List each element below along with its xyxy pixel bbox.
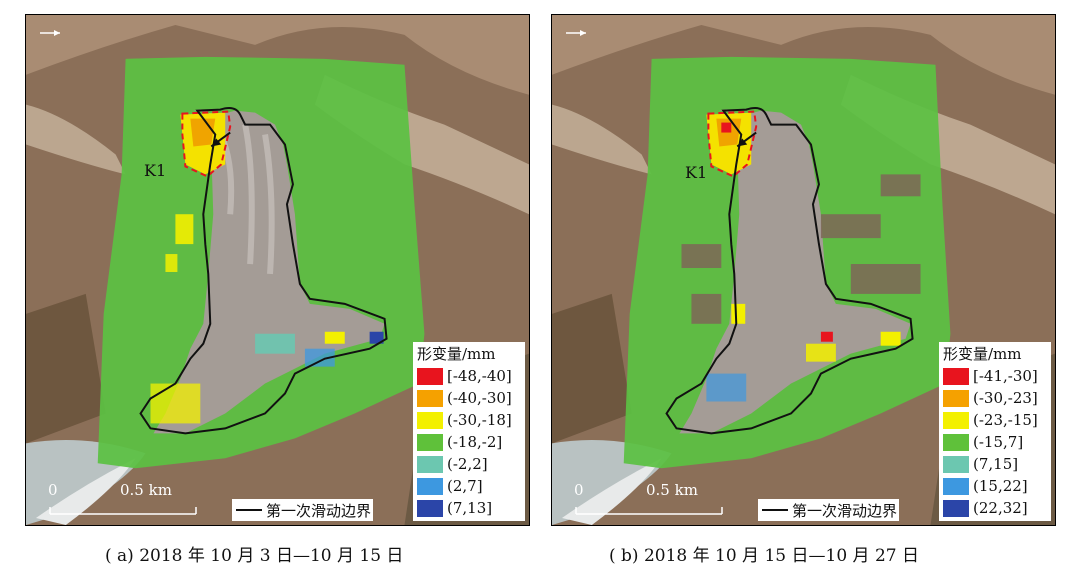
legend-item: (-30,-18] — [417, 409, 521, 431]
legend-swatch — [943, 477, 969, 495]
legend-swatch — [943, 499, 969, 517]
legend-item: (22,32] — [943, 497, 1047, 519]
legend-swatch — [943, 389, 969, 407]
legend-item: (-15,7] — [943, 431, 1047, 453]
boundary-line-icon — [762, 509, 788, 511]
feature-label-k1: K1 — [685, 163, 708, 182]
scale-distance-label: 0.5 km — [646, 481, 698, 499]
boundary-label: 第一次滑动边界 — [792, 501, 898, 520]
north-arrow-icon: N — [566, 30, 592, 53]
legend-swatch — [943, 455, 969, 473]
legend-range-label: (22,32] — [973, 499, 1028, 517]
legend-swatch — [417, 411, 443, 429]
legend-range-label: (15,22] — [973, 477, 1028, 495]
legend-range-label: (-40,-30] — [447, 389, 512, 407]
scale-distance-label: 0.5 km — [120, 481, 172, 499]
legend-swatch — [943, 367, 969, 385]
boundary-line-icon — [236, 509, 262, 511]
legend-item: (-23,-15] — [943, 409, 1047, 431]
legend-swatch — [417, 367, 443, 385]
scale-bar: 0 0.5 km — [574, 481, 724, 515]
legend-item: (-2,2] — [417, 453, 521, 475]
legend-item: (7,15] — [943, 453, 1047, 475]
caption-a: ( a) 2018 年 10 月 3 日—10 月 15 日 — [105, 546, 404, 566]
boundary-key: 第一次滑动边界 — [758, 499, 900, 521]
legend-range-label: (-30,-18] — [447, 411, 512, 429]
legend-title: 形变量/mm — [943, 345, 1022, 363]
legend-range-label: (-18,-2] — [447, 433, 503, 451]
legend-swatch — [417, 433, 443, 451]
scale-zero-label: 0 — [48, 481, 58, 499]
legend-swatch — [417, 499, 443, 517]
legend-swatch — [943, 411, 969, 429]
legend-range-label: (7,15] — [973, 455, 1019, 473]
legend-range-label: (-23,-15] — [973, 411, 1038, 429]
legend-title: 形变量/mm — [417, 345, 496, 363]
legend-range-label: (-15,7] — [973, 433, 1024, 451]
legend-b: 形变量/mm [-41,-30] (-30,-23] (-23,-15] (-15,7… — [939, 342, 1051, 521]
north-arrow-icon: N — [40, 30, 66, 53]
legend-item: (-30,-23] — [943, 387, 1047, 409]
map-panel-a: N K1 0 0.5 km 第一次滑动边界 形变量/mm [-48,-40] (-… — [25, 14, 530, 526]
legend-swatch — [417, 389, 443, 407]
legend-item: (2,7] — [417, 475, 521, 497]
legend-item: (7,13] — [417, 497, 521, 519]
legend-a: 形变量/mm [-48,-40] (-40,-30] (-30,-18] (-18,-… — [413, 342, 525, 521]
boundary-label: 第一次滑动边界 — [266, 501, 372, 520]
map-panel-b: N K1 0 0.5 km 第一次滑动边界 形变量/mm [-41,-30] (-… — [551, 14, 1056, 526]
scale-zero-label: 0 — [574, 481, 584, 499]
legend-range-label: (7,13] — [447, 499, 493, 517]
boundary-key: 第一次滑动边界 — [232, 499, 374, 521]
legend-range-label: (2,7] — [447, 477, 483, 495]
legend-item: [-41,-30] — [943, 365, 1047, 387]
legend-item: (-18,-2] — [417, 431, 521, 453]
scale-bar: 0 0.5 km — [48, 481, 198, 515]
caption-b: ( b) 2018 年 10 月 15 日—10 月 27 日 — [609, 546, 919, 566]
legend-swatch — [943, 433, 969, 451]
legend-range-label: [-48,-40] — [447, 367, 512, 385]
feature-label-k1: K1 — [144, 161, 167, 180]
north-label: N — [63, 45, 66, 53]
satellite-map-a — [26, 15, 529, 525]
north-label: N — [589, 45, 592, 53]
legend-item: (-40,-30] — [417, 387, 521, 409]
legend-range-label: [-41,-30] — [973, 367, 1038, 385]
legend-swatch — [417, 455, 443, 473]
legend-item: [-48,-40] — [417, 365, 521, 387]
legend-swatch — [417, 477, 443, 495]
legend-item: (15,22] — [943, 475, 1047, 497]
legend-range-label: (-30,-23] — [973, 389, 1038, 407]
legend-range-label: (-2,2] — [447, 455, 488, 473]
